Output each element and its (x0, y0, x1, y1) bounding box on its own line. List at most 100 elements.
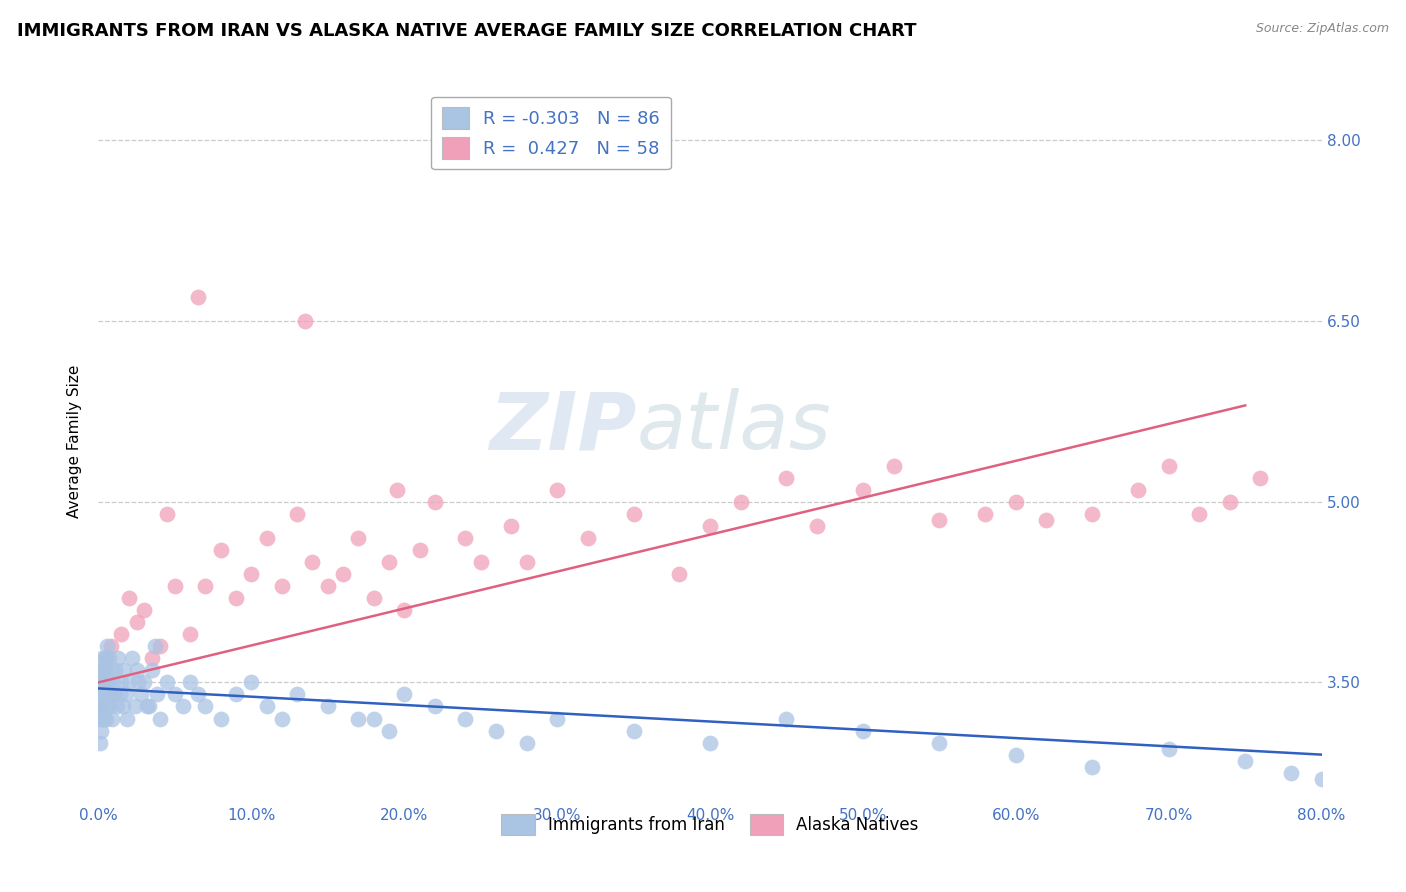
Point (363, 591, 385, 605)
Legend: Immigrants from Iran, Alaska Natives: Immigrants from Iran, Alaska Natives (495, 808, 925, 841)
Point (118, 591, 141, 605)
Point (100, 664, 122, 678)
Point (378, 723, 401, 738)
Point (883, 458, 905, 473)
Point (89, 712, 111, 726)
Point (107, 651, 129, 665)
Point (730, 494, 752, 508)
Point (94, 675, 117, 690)
Point (136, 699, 159, 714)
Point (145, 687, 167, 701)
Point (172, 699, 194, 714)
Point (90, 651, 112, 665)
Point (699, 735, 721, 749)
Point (1035, 513, 1057, 527)
Point (852, 723, 875, 738)
Point (89, 675, 111, 690)
Point (516, 735, 538, 749)
Point (974, 507, 997, 521)
Point (623, 723, 645, 738)
Point (141, 651, 163, 665)
Point (316, 579, 339, 593)
Point (156, 507, 179, 521)
Point (104, 664, 127, 678)
Point (97, 675, 120, 690)
Point (240, 675, 263, 690)
Point (156, 675, 179, 690)
Point (294, 314, 316, 328)
Point (516, 555, 538, 569)
Point (1310, 772, 1333, 786)
Point (1081, 507, 1104, 521)
Point (100, 687, 122, 701)
Point (423, 699, 446, 714)
Point (94, 712, 117, 726)
Point (101, 675, 124, 690)
Point (470, 555, 492, 569)
Point (149, 639, 172, 653)
Point (125, 664, 148, 678)
Point (118, 675, 141, 690)
Point (143, 639, 166, 653)
Point (209, 542, 232, 557)
Point (378, 555, 401, 569)
Point (179, 627, 201, 641)
Point (852, 483, 875, 497)
Point (101, 712, 124, 726)
Point (163, 579, 186, 593)
Point (454, 712, 477, 726)
Point (134, 675, 156, 690)
Point (194, 579, 217, 593)
Point (256, 531, 278, 545)
Point (392, 687, 416, 701)
Point (187, 687, 209, 701)
Point (1081, 759, 1104, 773)
Point (1128, 483, 1150, 497)
Point (100, 639, 122, 653)
Point (775, 470, 797, 484)
Point (363, 712, 385, 726)
Text: atlas: atlas (637, 388, 831, 467)
Point (93, 712, 115, 726)
Point (98, 699, 121, 714)
Y-axis label: Average Family Size: Average Family Size (66, 365, 82, 518)
Point (1234, 754, 1257, 768)
Point (115, 687, 138, 701)
Point (103, 687, 125, 701)
Point (91, 687, 114, 701)
Point (623, 507, 645, 521)
Point (89, 699, 111, 714)
Point (546, 712, 568, 726)
Point (270, 712, 294, 726)
Point (89, 687, 111, 701)
Point (90, 664, 112, 678)
Point (90, 699, 112, 714)
Point (225, 591, 247, 605)
Point (103, 687, 125, 701)
Point (928, 735, 950, 749)
Point (347, 531, 370, 545)
Point (256, 699, 278, 714)
Point (1157, 458, 1180, 473)
Point (668, 567, 690, 582)
Point (1188, 507, 1211, 521)
Point (454, 531, 477, 545)
Point (94, 699, 117, 714)
Point (225, 687, 247, 701)
Point (96, 639, 118, 653)
Point (179, 675, 201, 690)
Point (270, 579, 294, 593)
Point (134, 603, 156, 617)
Point (1250, 470, 1272, 484)
Point (93, 664, 115, 678)
Point (108, 687, 131, 701)
Point (112, 664, 135, 678)
Point (806, 518, 828, 533)
Point (285, 507, 308, 521)
Point (928, 513, 950, 527)
Point (124, 699, 146, 714)
Point (105, 699, 128, 714)
Point (111, 699, 134, 714)
Point (209, 712, 232, 726)
Point (240, 567, 263, 582)
